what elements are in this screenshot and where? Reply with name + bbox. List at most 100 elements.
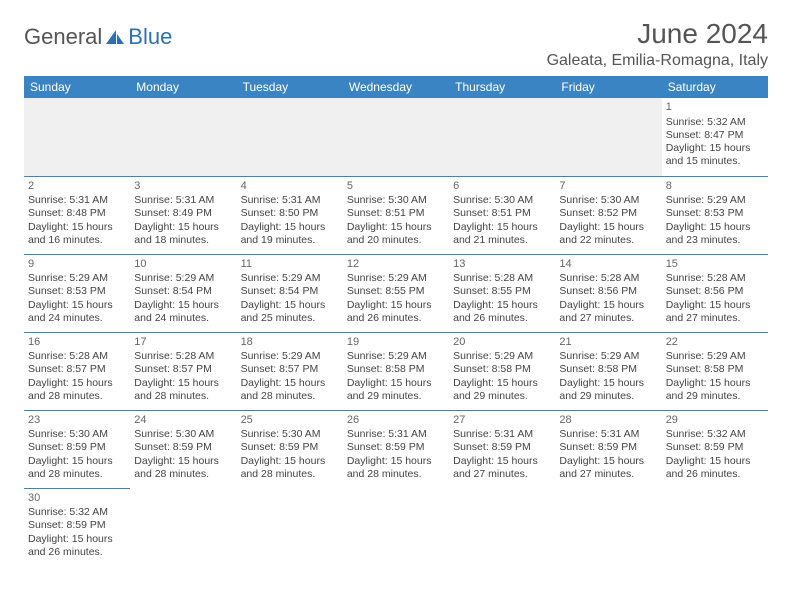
daylight-text: Daylight: 15 hours — [666, 455, 764, 468]
daylight-text: and 29 minutes. — [666, 390, 764, 403]
daylight-text: Daylight: 15 hours — [559, 221, 657, 234]
daylight-text: Daylight: 15 hours — [134, 221, 232, 234]
calendar-day: 21Sunrise: 5:29 AMSunset: 8:58 PMDayligh… — [555, 332, 661, 410]
sunset-text: Sunset: 8:58 PM — [666, 363, 764, 376]
calendar-day: 24Sunrise: 5:30 AMSunset: 8:59 PMDayligh… — [130, 410, 236, 488]
calendar-day: 5Sunrise: 5:30 AMSunset: 8:51 PMDaylight… — [343, 176, 449, 254]
day-number: 26 — [347, 414, 445, 428]
sunset-text: Sunset: 8:52 PM — [559, 207, 657, 220]
day-number: 12 — [347, 258, 445, 272]
calendar-day: 3Sunrise: 5:31 AMSunset: 8:49 PMDaylight… — [130, 176, 236, 254]
sunset-text: Sunset: 8:59 PM — [666, 441, 764, 454]
sunset-text: Sunset: 8:53 PM — [666, 207, 764, 220]
calendar-day: 23Sunrise: 5:30 AMSunset: 8:59 PMDayligh… — [24, 410, 130, 488]
sunrise-text: Sunrise: 5:28 AM — [453, 272, 551, 285]
weekday-header: Tuesday — [237, 76, 343, 98]
daylight-text: and 27 minutes. — [559, 312, 657, 325]
sunrise-text: Sunrise: 5:30 AM — [241, 428, 339, 441]
daylight-text: and 24 minutes. — [134, 312, 232, 325]
daylight-text: and 27 minutes. — [666, 312, 764, 325]
daylight-text: and 26 minutes. — [666, 468, 764, 481]
sunrise-text: Sunrise: 5:28 AM — [559, 272, 657, 285]
sunset-text: Sunset: 8:50 PM — [241, 207, 339, 220]
daylight-text: Daylight: 15 hours — [666, 142, 764, 155]
calendar-empty — [662, 488, 768, 566]
weekday-header: Friday — [555, 76, 661, 98]
day-number: 4 — [241, 180, 339, 194]
daylight-text: Daylight: 15 hours — [347, 299, 445, 312]
daylight-text: Daylight: 15 hours — [241, 299, 339, 312]
sunset-text: Sunset: 8:59 PM — [453, 441, 551, 454]
calendar-week: 23Sunrise: 5:30 AMSunset: 8:59 PMDayligh… — [24, 410, 768, 488]
daylight-text: and 26 minutes. — [347, 312, 445, 325]
sunset-text: Sunset: 8:49 PM — [134, 207, 232, 220]
daylight-text: Daylight: 15 hours — [241, 221, 339, 234]
day-number: 5 — [347, 180, 445, 194]
calendar-body: 1Sunrise: 5:32 AMSunset: 8:47 PMDaylight… — [24, 98, 768, 566]
sunrise-text: Sunrise: 5:29 AM — [559, 350, 657, 363]
weekday-header: Monday — [130, 76, 236, 98]
sunrise-text: Sunrise: 5:29 AM — [28, 272, 126, 285]
sunrise-text: Sunrise: 5:28 AM — [666, 272, 764, 285]
daylight-text: Daylight: 15 hours — [347, 455, 445, 468]
daylight-text: and 24 minutes. — [28, 312, 126, 325]
daylight-text: Daylight: 15 hours — [28, 377, 126, 390]
calendar-empty — [343, 98, 449, 176]
calendar-empty — [449, 488, 555, 566]
calendar-day: 17Sunrise: 5:28 AMSunset: 8:57 PMDayligh… — [130, 332, 236, 410]
weekday-header: Saturday — [662, 76, 768, 98]
day-number: 15 — [666, 258, 764, 272]
logo: General Blue — [24, 24, 172, 50]
sunrise-text: Sunrise: 5:32 AM — [28, 506, 126, 519]
daylight-text: Daylight: 15 hours — [666, 221, 764, 234]
weekday-header: Wednesday — [343, 76, 449, 98]
day-number: 22 — [666, 336, 764, 350]
day-number: 24 — [134, 414, 232, 428]
daylight-text: and 29 minutes. — [347, 390, 445, 403]
sunset-text: Sunset: 8:59 PM — [559, 441, 657, 454]
calendar-day: 7Sunrise: 5:30 AMSunset: 8:52 PMDaylight… — [555, 176, 661, 254]
sunrise-text: Sunrise: 5:30 AM — [453, 194, 551, 207]
daylight-text: and 29 minutes. — [559, 390, 657, 403]
calendar-day: 12Sunrise: 5:29 AMSunset: 8:55 PMDayligh… — [343, 254, 449, 332]
calendar-day: 2Sunrise: 5:31 AMSunset: 8:48 PMDaylight… — [24, 176, 130, 254]
sunrise-text: Sunrise: 5:31 AM — [134, 194, 232, 207]
calendar-week: 1Sunrise: 5:32 AMSunset: 8:47 PMDaylight… — [24, 98, 768, 176]
calendar-week: 2Sunrise: 5:31 AMSunset: 8:48 PMDaylight… — [24, 176, 768, 254]
calendar-day: 27Sunrise: 5:31 AMSunset: 8:59 PMDayligh… — [449, 410, 555, 488]
daylight-text: Daylight: 15 hours — [559, 455, 657, 468]
day-number: 29 — [666, 414, 764, 428]
daylight-text: and 28 minutes. — [134, 390, 232, 403]
calendar-day: 28Sunrise: 5:31 AMSunset: 8:59 PMDayligh… — [555, 410, 661, 488]
daylight-text: Daylight: 15 hours — [559, 299, 657, 312]
calendar-empty — [343, 488, 449, 566]
daylight-text: and 28 minutes. — [28, 468, 126, 481]
sunrise-text: Sunrise: 5:28 AM — [28, 350, 126, 363]
daylight-text: Daylight: 15 hours — [453, 455, 551, 468]
calendar-day: 6Sunrise: 5:30 AMSunset: 8:51 PMDaylight… — [449, 176, 555, 254]
day-number: 6 — [453, 180, 551, 194]
sunrise-text: Sunrise: 5:29 AM — [666, 194, 764, 207]
day-number: 8 — [666, 180, 764, 194]
header: General Blue June 2024 Galeata, Emilia-R… — [24, 18, 768, 70]
calendar-empty — [130, 98, 236, 176]
sunset-text: Sunset: 8:56 PM — [666, 285, 764, 298]
calendar-empty — [130, 488, 236, 566]
daylight-text: and 28 minutes. — [241, 468, 339, 481]
sunrise-text: Sunrise: 5:29 AM — [134, 272, 232, 285]
sunrise-text: Sunrise: 5:29 AM — [347, 350, 445, 363]
daylight-text: Daylight: 15 hours — [347, 221, 445, 234]
daylight-text: and 15 minutes. — [666, 155, 764, 168]
sunset-text: Sunset: 8:58 PM — [559, 363, 657, 376]
sunset-text: Sunset: 8:51 PM — [453, 207, 551, 220]
day-number: 13 — [453, 258, 551, 272]
calendar-day: 14Sunrise: 5:28 AMSunset: 8:56 PMDayligh… — [555, 254, 661, 332]
daylight-text: Daylight: 15 hours — [559, 377, 657, 390]
logo-text-general: General — [24, 24, 102, 50]
day-number: 18 — [241, 336, 339, 350]
calendar-day: 15Sunrise: 5:28 AMSunset: 8:56 PMDayligh… — [662, 254, 768, 332]
daylight-text: and 20 minutes. — [347, 234, 445, 247]
daylight-text: Daylight: 15 hours — [453, 377, 551, 390]
sunrise-text: Sunrise: 5:29 AM — [241, 272, 339, 285]
daylight-text: Daylight: 15 hours — [134, 377, 232, 390]
